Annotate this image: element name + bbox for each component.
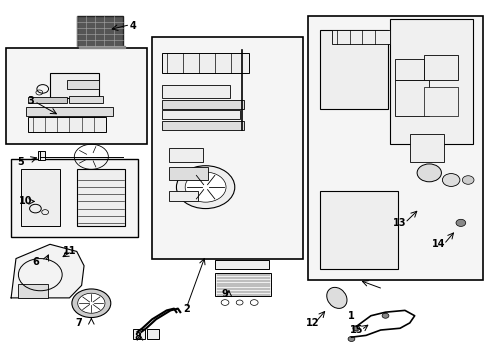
Bar [162, 100, 244, 109]
Text: 9: 9 [221, 289, 228, 299]
Text: 1: 1 [347, 311, 354, 321]
Bar [215, 273, 271, 296]
Bar [319, 30, 387, 109]
Text: 6: 6 [32, 257, 39, 267]
Circle shape [461, 176, 473, 184]
Bar [169, 148, 203, 162]
Circle shape [176, 166, 234, 208]
Ellipse shape [326, 287, 346, 309]
Bar [67, 80, 99, 89]
Bar [147, 329, 159, 339]
Bar [11, 158, 137, 237]
Bar [162, 85, 229, 98]
Text: 3: 3 [27, 96, 34, 107]
Bar [21, 169, 60, 226]
Text: 13: 13 [392, 218, 406, 228]
Circle shape [381, 313, 388, 318]
Circle shape [185, 172, 225, 202]
Bar [162, 121, 244, 130]
Bar [50, 73, 99, 98]
Bar [394, 59, 424, 80]
Bar [307, 16, 482, 280]
Polygon shape [11, 244, 84, 298]
Text: 7: 7 [76, 318, 82, 328]
Polygon shape [79, 46, 125, 48]
Bar [319, 191, 397, 269]
Bar [69, 96, 103, 103]
Bar [19, 284, 47, 298]
Bar [38, 152, 45, 160]
Bar [394, 80, 428, 116]
Text: 14: 14 [431, 239, 445, 249]
Text: 4: 4 [129, 21, 136, 31]
Bar [424, 87, 458, 116]
Bar [215, 260, 268, 269]
Circle shape [416, 164, 441, 182]
Text: 11: 11 [62, 247, 76, 256]
Text: 15: 15 [349, 325, 362, 335]
Bar [409, 134, 443, 162]
Bar [77, 16, 122, 46]
Bar [6, 48, 147, 144]
Text: 2: 2 [183, 303, 189, 314]
Circle shape [78, 293, 105, 313]
Circle shape [347, 337, 354, 342]
Bar [331, 30, 389, 44]
Text: 12: 12 [305, 318, 319, 328]
Text: 8: 8 [134, 332, 141, 342]
Bar [169, 191, 198, 202]
Bar [389, 19, 472, 144]
Bar [162, 111, 239, 119]
Text: 10: 10 [19, 197, 32, 206]
Circle shape [72, 289, 111, 318]
Bar [152, 37, 302, 258]
Bar [28, 97, 67, 103]
Bar [28, 117, 106, 132]
Bar [77, 169, 125, 226]
Bar [162, 53, 249, 73]
Text: 5: 5 [18, 157, 24, 167]
Bar [169, 167, 207, 180]
Bar [424, 55, 458, 80]
Circle shape [455, 219, 465, 226]
Bar [132, 329, 144, 339]
Circle shape [352, 326, 359, 331]
Bar [26, 107, 113, 116]
Circle shape [442, 174, 459, 186]
